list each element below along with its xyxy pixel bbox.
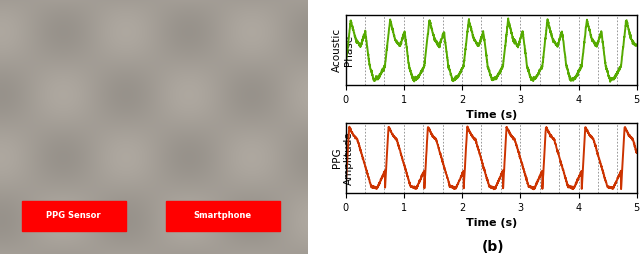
FancyBboxPatch shape bbox=[166, 201, 280, 231]
Y-axis label: PPG
Amplitude: PPG Amplitude bbox=[332, 131, 354, 185]
Y-axis label: Acoustic
Phase: Acoustic Phase bbox=[332, 28, 354, 72]
Text: (b): (b) bbox=[481, 241, 504, 254]
FancyBboxPatch shape bbox=[22, 201, 126, 231]
X-axis label: Time (s): Time (s) bbox=[465, 218, 517, 228]
Text: Smartphone: Smartphone bbox=[194, 211, 252, 220]
Text: PPG Sensor: PPG Sensor bbox=[47, 211, 101, 220]
X-axis label: Time (s): Time (s) bbox=[465, 110, 517, 120]
